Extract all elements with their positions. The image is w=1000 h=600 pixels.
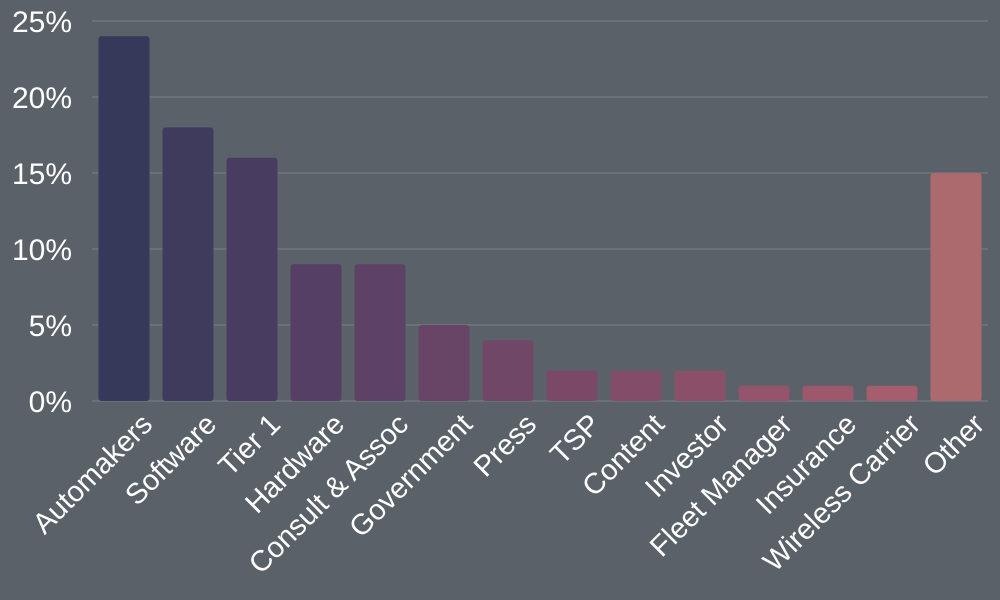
bar — [290, 264, 342, 401]
bar — [226, 157, 278, 401]
gridlines — [92, 20, 988, 402]
bar — [674, 370, 726, 401]
bar — [866, 385, 918, 401]
y-axis-tick-labels: 0% 5% 10% 15% 20% 25% — [12, 6, 72, 419]
y-tick-label: 25% — [12, 6, 72, 39]
bar — [354, 264, 406, 401]
bar — [930, 173, 982, 401]
bar — [610, 370, 662, 401]
bar — [482, 340, 534, 401]
bar — [98, 36, 150, 401]
y-tick-label: 5% — [29, 310, 72, 343]
x-category-label: Other — [917, 408, 991, 482]
bar — [418, 325, 470, 401]
y-tick-label: 20% — [12, 82, 72, 115]
bar — [802, 385, 854, 401]
y-tick-label: 10% — [12, 234, 72, 267]
bar — [162, 127, 214, 402]
y-tick-label: 15% — [12, 158, 72, 191]
bars — [98, 36, 982, 402]
y-tick-label: 0% — [29, 386, 72, 419]
x-category-label: Press — [468, 408, 543, 483]
bar — [738, 385, 790, 401]
bar — [546, 370, 598, 401]
